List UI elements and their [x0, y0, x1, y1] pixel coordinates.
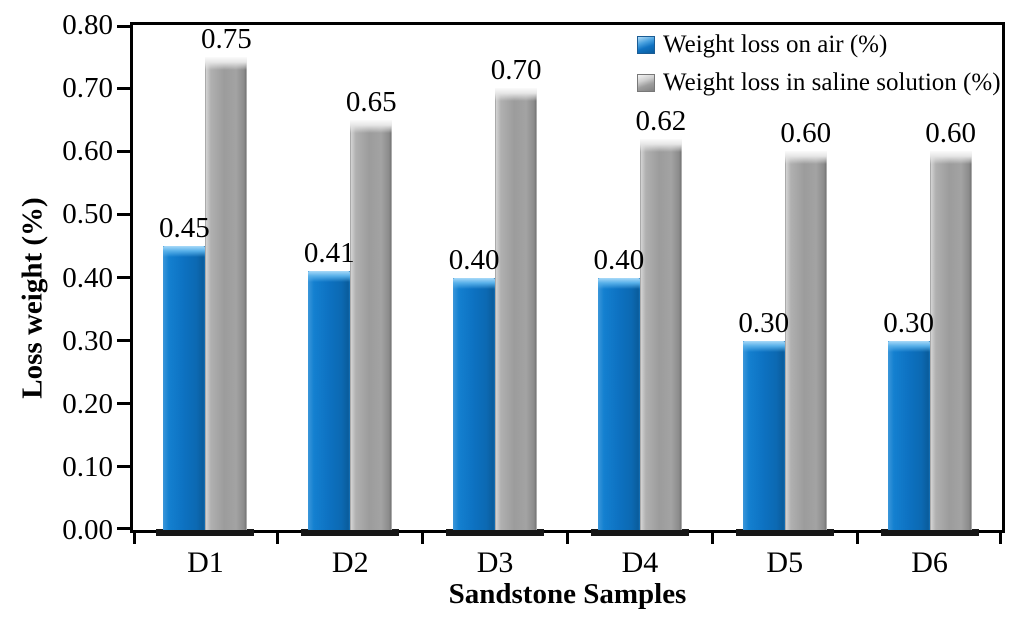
y-tick-mark	[117, 149, 130, 153]
bar-value-label: 0.45	[159, 211, 210, 244]
bar-group: 0.41 0.65	[278, 25, 423, 536]
bar-group: 0.40 0.62	[568, 25, 713, 536]
bar-value-label: 0.75	[201, 22, 252, 55]
bar-D1-series-0	[163, 245, 206, 530]
x-tick-mark	[276, 533, 280, 544]
bar-shadow	[446, 529, 545, 536]
y-tick-mark	[117, 25, 130, 28]
y-tick-mark	[117, 339, 130, 343]
bar-value-label: 0.70	[490, 54, 542, 87]
bar-D4-series-1	[639, 138, 682, 530]
y-tick-label: 0.20	[62, 387, 113, 420]
legend-swatch-icon	[637, 36, 655, 54]
y-tick-mark	[117, 527, 130, 530]
bar-value-label: 0.65	[345, 85, 397, 118]
bar-value-label: 0.30	[883, 306, 934, 339]
legend-swatch-icon	[637, 74, 655, 92]
bar-shadow	[301, 529, 400, 536]
y-tick-label: 0.50	[62, 198, 113, 231]
bar-D2-series-1	[350, 119, 393, 530]
bar-group: 0.45 0.75	[133, 22, 278, 536]
bar-shadow	[590, 529, 689, 536]
bar-D6-series-0	[887, 340, 930, 530]
x-category-label: D1	[187, 546, 224, 579]
y-tick-mark	[117, 276, 130, 279]
legend-item: Weight loss in saline solution (%)	[637, 64, 1001, 102]
bar-D5-series-0	[742, 340, 785, 530]
bar-D4-series-0	[597, 277, 640, 530]
bar-D6-series-1	[929, 151, 972, 530]
x-tick-mark	[710, 533, 714, 544]
bar-D3-series-0	[453, 277, 496, 530]
y-tick-label: 0.70	[62, 72, 113, 105]
legend-label: Weight loss on air (%)	[663, 31, 888, 58]
y-tick-mark	[117, 212, 130, 216]
x-category-label: D5	[766, 546, 804, 579]
x-category-label: D4	[621, 546, 659, 579]
y-tick-label: 0.40	[62, 261, 113, 294]
bar-shadow	[735, 529, 834, 536]
x-tick-mark	[999, 533, 1002, 544]
x-axis-title: Sandstone Samples	[448, 578, 687, 610]
bar-shadow	[880, 529, 979, 536]
x-tick-mark	[133, 533, 136, 544]
y-tick-label: 0.60	[62, 135, 113, 168]
x-tick-mark	[566, 533, 569, 544]
bar-shadow	[156, 529, 255, 536]
y-tick-label: 0.80	[62, 9, 113, 41]
bar-value-label: 0.62	[635, 104, 687, 137]
bar-group: 0.30 0.60	[712, 25, 857, 536]
x-category-label: D6	[911, 546, 948, 579]
bar-value-label: 0.60	[925, 117, 976, 150]
x-axis-ticks	[133, 533, 1002, 545]
bar-group: 0.40 0.70	[423, 25, 568, 536]
bar-value-label: 0.30	[738, 306, 790, 339]
y-tick-mark	[117, 86, 130, 90]
bar-value-label: 0.40	[593, 243, 645, 276]
legend-label: Weight loss in saline solution (%)	[663, 69, 1001, 96]
y-tick-label: 0.30	[62, 324, 113, 357]
bar-D3-series-1	[495, 88, 538, 530]
y-tick-mark	[117, 402, 130, 406]
x-category-label: D2	[331, 546, 369, 579]
bar-value-label: 0.41	[303, 237, 355, 270]
y-axis-ticks	[117, 25, 130, 530]
legend-item: Weight loss on air (%)	[637, 26, 1001, 64]
bar-D2-series-0	[308, 271, 351, 530]
x-axis-labels: D1 D2 D3 D4 D5 D6	[133, 547, 1002, 579]
plot-area: Weight loss on air (%) Weight loss in sal…	[130, 22, 1005, 536]
y-axis-labels: 0.00 0.10 0.20 0.30 0.40 0.50 0.60 0.70 0.80	[0, 9, 113, 546]
bar-value-label: 0.40	[448, 243, 500, 276]
bar-D1-series-1	[205, 56, 248, 530]
bar-group: 0.30 0.60	[857, 25, 1002, 536]
y-tick-label: 0.00	[62, 514, 113, 546]
bar-D5-series-1	[784, 151, 827, 530]
y-tick-label: 0.10	[62, 450, 113, 483]
x-tick-mark	[855, 533, 859, 544]
x-tick-mark	[421, 533, 425, 544]
y-tick-mark	[117, 465, 130, 469]
legend: Weight loss on air (%) Weight loss in sal…	[637, 26, 1001, 102]
bar-value-label: 0.60	[780, 117, 832, 150]
x-category-label: D3	[476, 546, 514, 579]
